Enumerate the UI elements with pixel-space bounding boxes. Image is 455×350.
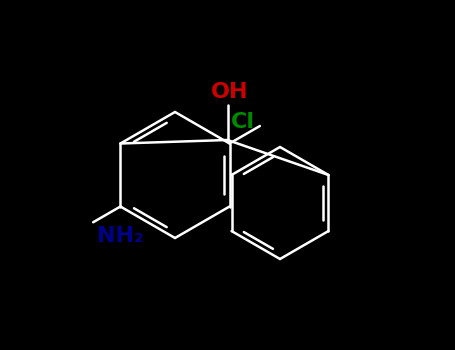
Text: Cl: Cl: [231, 112, 255, 133]
Text: OH: OH: [211, 82, 248, 102]
Text: NH₂: NH₂: [96, 226, 143, 246]
